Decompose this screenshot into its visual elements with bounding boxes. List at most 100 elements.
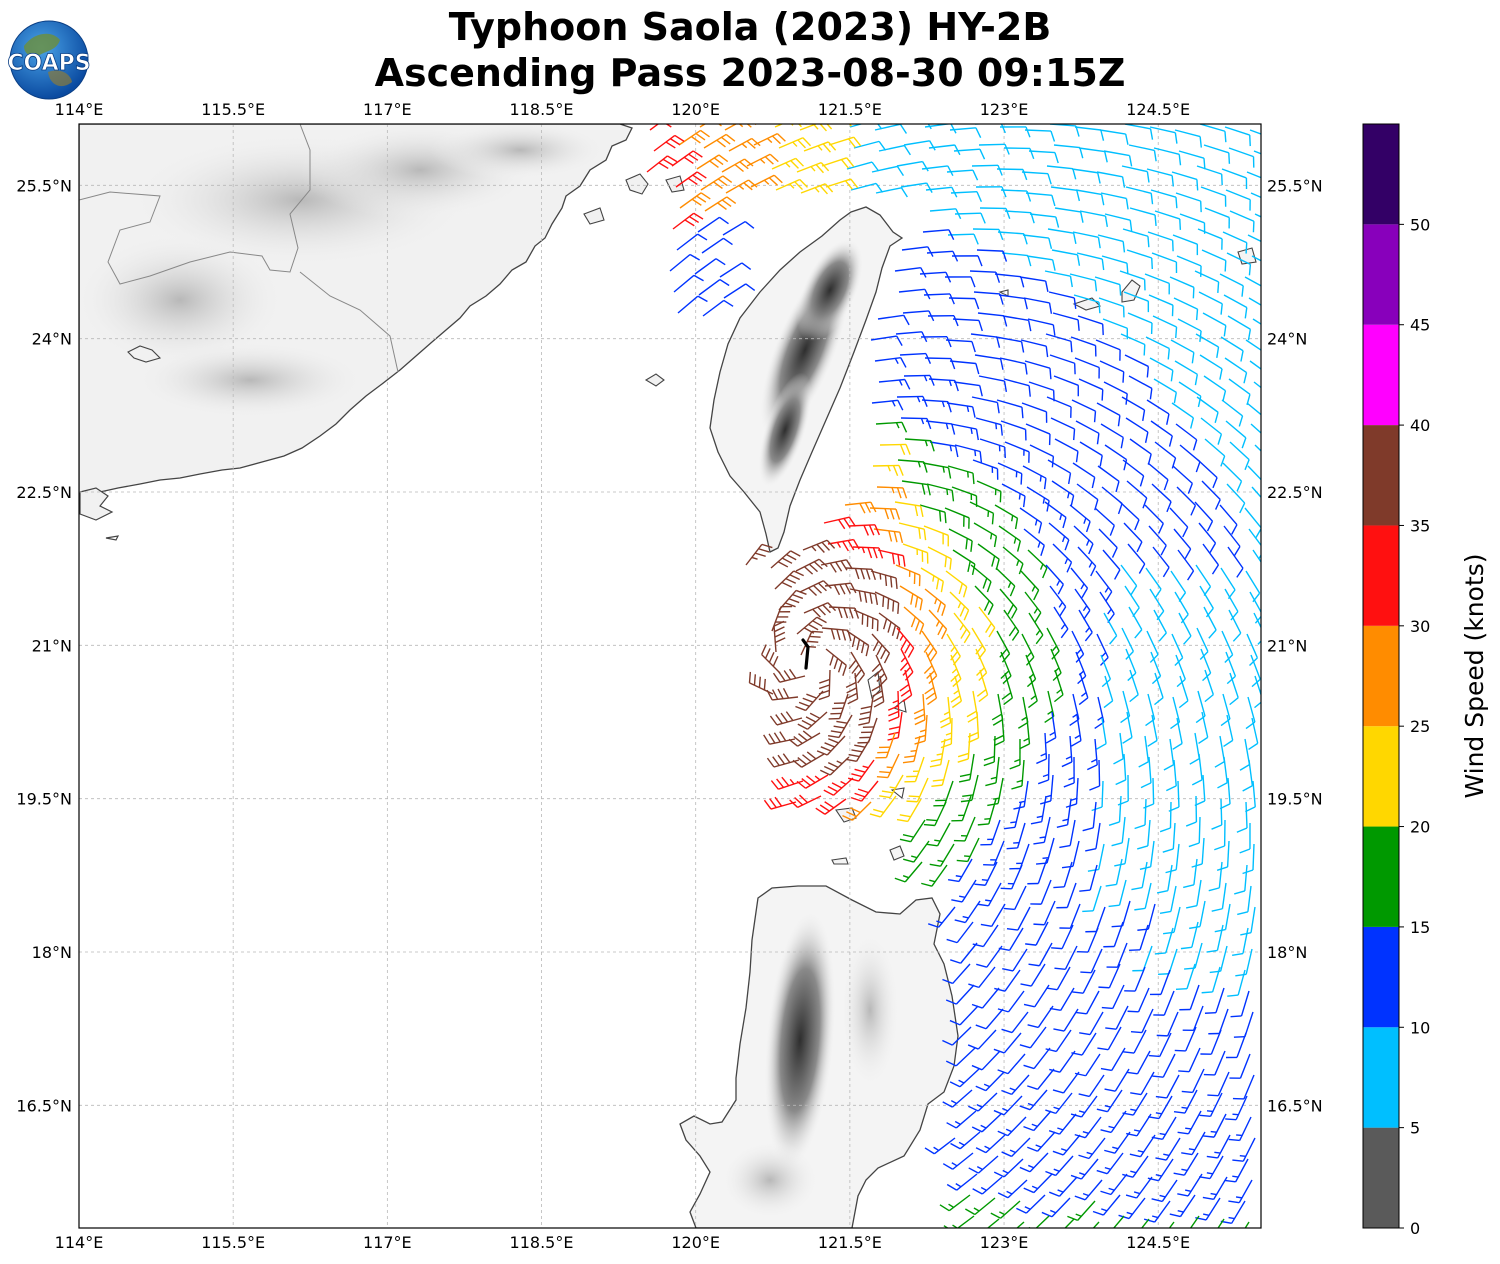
wind-barb	[771, 157, 804, 170]
wind-barb	[828, 606, 860, 619]
wind-barb	[947, 858, 973, 883]
wind-barb	[1207, 1071, 1230, 1097]
lat-tick-label: 24°N	[32, 330, 72, 349]
wind-barb	[1103, 612, 1118, 645]
wind-barb	[1226, 252, 1252, 276]
wind-barb	[876, 753, 900, 779]
wind-barb	[1191, 753, 1203, 786]
wind-barb	[950, 1131, 981, 1150]
wind-barb	[921, 399, 952, 413]
wind-barb	[1203, 1050, 1226, 1076]
wind-barb	[1103, 675, 1114, 709]
wind-barb	[677, 295, 708, 314]
wind-barb	[970, 333, 1001, 348]
wind-barb	[1178, 612, 1192, 645]
wind-barb	[947, 233, 979, 245]
wind-barb	[913, 693, 926, 726]
wind-barb	[799, 580, 832, 596]
wind-barb	[853, 140, 887, 151]
wind-barb	[1000, 864, 1023, 890]
wind-barb	[1078, 1137, 1106, 1160]
wind-barb	[1204, 669, 1215, 703]
wind-barb	[700, 175, 733, 191]
wind-barb	[874, 124, 908, 134]
wind-barb	[847, 759, 875, 782]
wind-barb	[1099, 360, 1125, 383]
wind-barb	[942, 1089, 973, 1108]
wind-barb	[1177, 549, 1195, 581]
wind-barb	[1197, 459, 1218, 489]
wind-barb	[1185, 795, 1198, 827]
wind-barb	[1073, 525, 1094, 555]
wind-barb	[953, 381, 983, 397]
wind-barb	[1132, 945, 1153, 972]
wind-barb	[1046, 966, 1071, 991]
wind-barb	[1163, 738, 1175, 771]
wind-barb	[1025, 423, 1051, 446]
wind-barb	[1051, 924, 1074, 950]
wind-barb	[1071, 714, 1082, 747]
wind-barb	[1155, 1137, 1181, 1161]
wind-barb	[1173, 1152, 1199, 1176]
wind-barb	[1248, 297, 1261, 306]
lon-tick-label: 120°E	[671, 1233, 720, 1252]
wind-barb	[972, 459, 999, 480]
wind-barb	[1154, 927, 1174, 955]
wind-barb	[1077, 546, 1097, 577]
wind-barb	[1079, 441, 1103, 467]
wind-barb	[900, 417, 932, 430]
wind-barb	[1027, 549, 1048, 579]
wind-barb	[1176, 486, 1197, 516]
wind-barb	[878, 144, 911, 156]
wind-barb	[796, 616, 827, 635]
wind-barb	[1009, 843, 1030, 870]
wind-barb	[926, 483, 955, 502]
lat-tick-label: 18°N	[1267, 943, 1307, 962]
wind-barb	[1104, 213, 1133, 232]
wind-barb	[1228, 609, 1242, 642]
wind-barb	[1044, 501, 1067, 529]
wind-barb	[945, 570, 968, 598]
wind-barb	[1009, 738, 1021, 770]
wind-barb	[1078, 147, 1108, 163]
wind-barb	[1199, 124, 1227, 143]
wind-barb	[672, 212, 704, 230]
wind-barb	[879, 774, 904, 799]
wind-barb	[902, 543, 929, 564]
lon-tick-label: 118.5°E	[510, 1233, 574, 1252]
wind-barb	[761, 644, 781, 674]
wind-barb	[874, 591, 900, 614]
lat-tick-label: 22.5°N	[1267, 483, 1323, 502]
wind-barb	[1252, 318, 1261, 325]
wind-barb	[1125, 417, 1149, 443]
wind-barb	[1147, 714, 1158, 747]
coast-fragment	[79, 487, 114, 521]
wind-barb	[1077, 315, 1104, 336]
wind-barb	[1169, 1194, 1196, 1218]
wind-barb	[896, 627, 915, 658]
wind-barb	[1013, 780, 1029, 810]
wind-barb	[797, 711, 828, 730]
wind-barb	[1162, 822, 1176, 853]
wind-barb	[1056, 882, 1077, 909]
wind-barb	[704, 196, 737, 212]
wind-barb	[997, 990, 1025, 1013]
wind-barb	[828, 136, 862, 148]
wind-barb	[950, 423, 979, 441]
wind-barb	[1065, 777, 1079, 808]
wind-barb	[1098, 528, 1118, 558]
wind-barb	[1061, 735, 1073, 768]
wind-barb	[1100, 1173, 1128, 1196]
wind-barb	[823, 516, 857, 530]
wind-barb	[846, 161, 880, 172]
colorbar-label: Wind Speed (knots)	[1460, 553, 1489, 798]
wind-barb	[1101, 255, 1129, 275]
wind-barb	[875, 187, 908, 198]
wind-barb	[877, 314, 910, 326]
wind-barb	[1200, 186, 1227, 207]
colorbar-bin	[1363, 826, 1399, 927]
wind-barb	[1222, 231, 1248, 254]
wind-barb	[1071, 168, 1101, 184]
wind-barb	[1004, 210, 1035, 224]
lon-tick-label: 114°E	[55, 100, 104, 119]
